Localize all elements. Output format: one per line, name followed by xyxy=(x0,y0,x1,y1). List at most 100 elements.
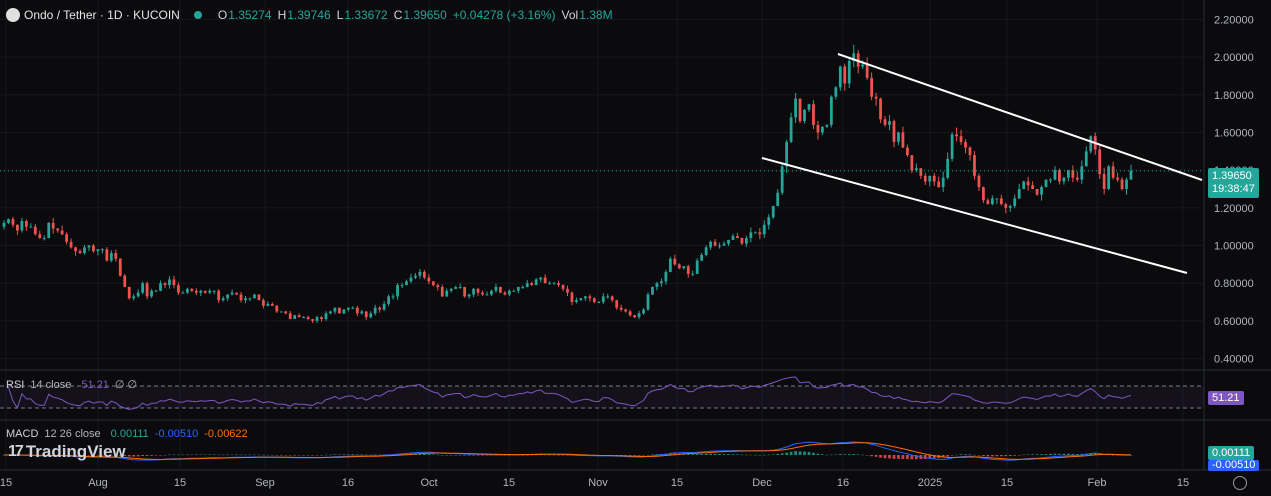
macd-hist-bar xyxy=(521,455,525,456)
candle-body xyxy=(65,234,68,242)
macd-hist-bar xyxy=(203,454,207,456)
candle-body xyxy=(1067,170,1070,178)
macd-hist-bar xyxy=(713,453,717,455)
candle-body xyxy=(901,132,905,148)
macd-hist-bar xyxy=(1008,455,1012,457)
macd-hist-bar xyxy=(329,454,332,456)
macd-hist-bar xyxy=(346,454,350,455)
candle-body xyxy=(955,134,958,137)
price-tick-label: 1.60000 xyxy=(1214,127,1254,139)
macd-hist-bar xyxy=(78,455,82,456)
candle-body xyxy=(861,64,865,67)
candle-body xyxy=(1098,149,1102,174)
candle-body xyxy=(11,219,15,225)
price-tick-label: 0.60000 xyxy=(1214,316,1254,328)
channel-upper-trendline[interactable] xyxy=(837,53,1203,181)
macd-hist-bar xyxy=(105,455,109,456)
macd-hist-bar xyxy=(762,454,766,456)
macd-hist-bar xyxy=(400,453,404,455)
macd-hist-bar xyxy=(163,454,167,456)
macd-hist-bar xyxy=(230,454,234,456)
candle-body xyxy=(982,187,985,201)
macd-hist-bar xyxy=(999,455,1003,457)
macd-hist-bar xyxy=(342,454,346,455)
symbol-title[interactable]: Ondo / Tether · 1D · KUCOIN xyxy=(24,8,180,22)
candle-body xyxy=(767,217,771,225)
macd-hist-bar xyxy=(986,455,990,457)
rsi-legend[interactable]: RSI 14 close 51.21 ∅ ∅ xyxy=(6,378,137,392)
candle-body xyxy=(932,175,936,182)
candle-body xyxy=(378,307,382,310)
macd-hist-bar xyxy=(208,454,212,455)
candle-body xyxy=(24,221,28,227)
price-tick-label: 0.40000 xyxy=(1214,354,1254,366)
candle-body xyxy=(235,292,238,295)
candle-body xyxy=(92,245,95,252)
macd-hist-bar xyxy=(239,454,243,456)
macd-hist-bar xyxy=(355,454,359,455)
candle-body xyxy=(199,290,203,293)
macd-hist-bar xyxy=(87,455,91,456)
channel-lower-trendline[interactable] xyxy=(761,157,1188,274)
macd-hist-bar xyxy=(834,454,838,455)
macd-hist-bar xyxy=(892,455,896,459)
tradingview-logo[interactable]: 17 TradingView xyxy=(8,442,126,462)
macd-hist-bar xyxy=(995,455,999,457)
market-status-icon[interactable] xyxy=(193,11,202,19)
macd-hist-bar xyxy=(673,453,677,455)
candle-body xyxy=(212,290,216,292)
rsi-name: RSI xyxy=(6,378,25,391)
candle-body xyxy=(704,247,708,255)
candle-body xyxy=(557,283,560,286)
candle-body xyxy=(758,232,762,235)
candle-body xyxy=(713,241,717,246)
candle-body xyxy=(467,294,471,297)
candle-body xyxy=(897,132,900,142)
candle-body xyxy=(968,147,972,156)
candle-countdown: 19:38:47 xyxy=(1212,183,1255,195)
high-label: H xyxy=(277,8,287,22)
macd-hist-bar xyxy=(1080,453,1084,455)
macd-hist-bar xyxy=(109,455,113,456)
candle-body xyxy=(950,134,954,159)
macd-hist-bar xyxy=(856,454,860,455)
macd-hist-bar xyxy=(1067,453,1070,455)
macd-hist-bar xyxy=(914,455,918,460)
candle-body xyxy=(244,298,247,301)
candle-body xyxy=(208,290,212,293)
candle-body xyxy=(673,258,677,265)
macd-legend[interactable]: MACD 12 26 close 0.00111 -0.00510 -0.006… xyxy=(6,428,248,440)
macd-hist-bar xyxy=(235,454,238,456)
candle-body xyxy=(342,309,346,314)
macd-hist-bar xyxy=(950,455,954,456)
candle-body xyxy=(29,226,33,228)
candle-body xyxy=(946,158,950,178)
candle-body xyxy=(78,251,82,254)
time-tick-label: 15 xyxy=(503,477,515,489)
candle-body xyxy=(512,290,516,292)
candle-body xyxy=(874,96,878,99)
candle-body xyxy=(722,243,726,246)
macd-hist-bar xyxy=(315,455,319,456)
time-axis: 15 Aug 15 Sep 16 Oct 15 Nov 15 Dec 16 2025 15 Feb 15 xyxy=(0,477,1189,489)
candle-body xyxy=(221,298,225,301)
change-value: +0.04278 (+3.16%) xyxy=(452,8,556,22)
candle-body xyxy=(239,294,243,301)
macd-hist-bar xyxy=(794,451,797,455)
candle-body xyxy=(1008,205,1012,208)
chart-settings-icon[interactable] xyxy=(1233,476,1247,490)
price-tick-label: 0.80000 xyxy=(1214,278,1254,290)
macd-hist-bar xyxy=(150,455,153,456)
candle-body xyxy=(986,200,990,205)
candle-body xyxy=(1062,177,1066,182)
candle-body xyxy=(745,237,748,244)
macd-hist-bar xyxy=(901,455,905,460)
macd-hist-bar xyxy=(324,454,328,456)
candle-body xyxy=(1031,185,1034,189)
macd-hist-bar xyxy=(481,455,484,456)
macd-hist-bar xyxy=(485,455,489,456)
candle-body xyxy=(288,313,292,320)
candle-body xyxy=(333,307,337,312)
macd-hist-bar xyxy=(686,453,690,455)
